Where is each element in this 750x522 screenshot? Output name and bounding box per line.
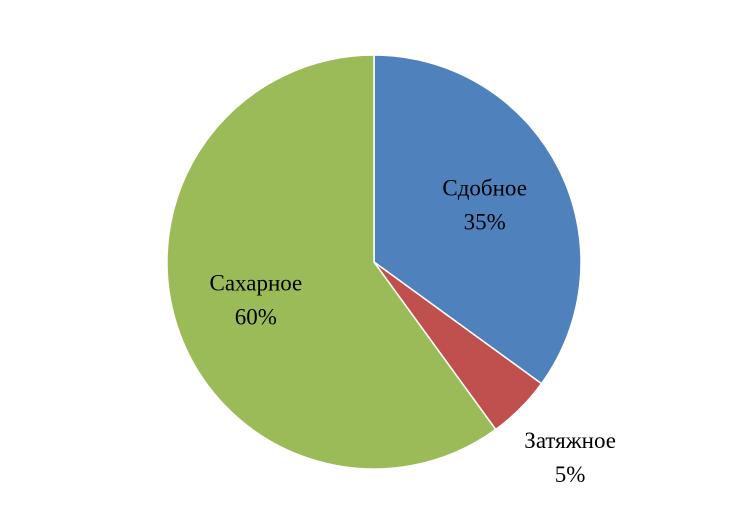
slice-label: Сахарное bbox=[209, 270, 302, 295]
slice-value-label: 5% bbox=[555, 462, 586, 487]
pie-slice bbox=[373, 54, 582, 385]
slice-value-label: 60% bbox=[235, 304, 277, 329]
slice-label: Сдобное bbox=[442, 176, 527, 201]
slice-label: Затяжное bbox=[524, 428, 616, 453]
slice-value-label: 35% bbox=[464, 210, 506, 235]
pie-slice bbox=[166, 54, 497, 470]
